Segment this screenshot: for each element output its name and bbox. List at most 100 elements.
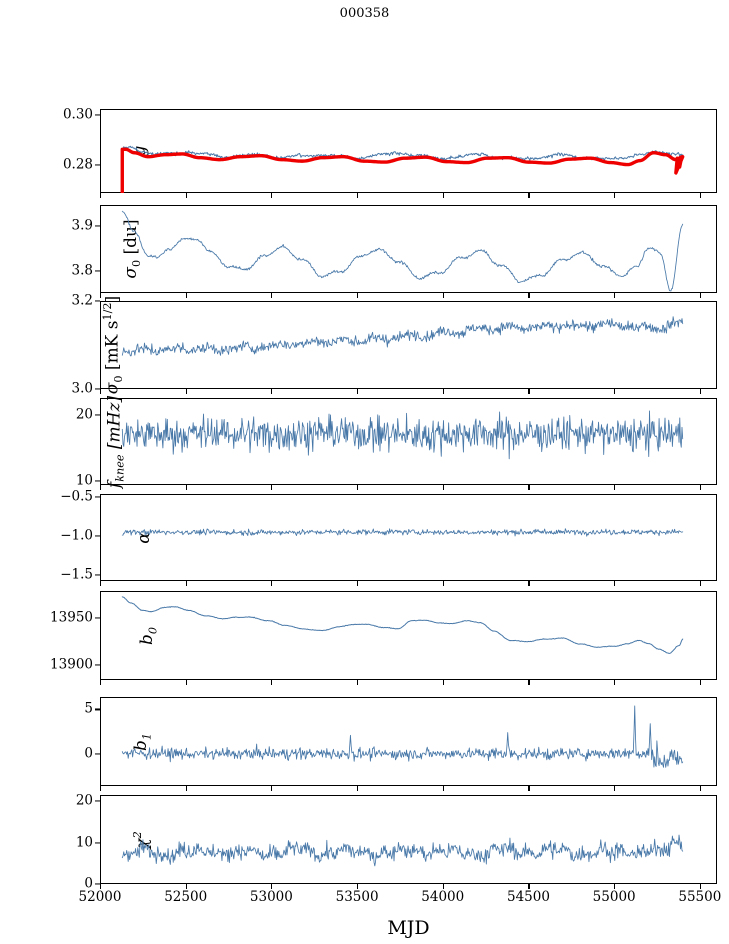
data-trace (121, 705, 684, 768)
x-tick-mark (357, 680, 359, 685)
trace-svg-b1 (121, 705, 684, 768)
x-tick-mark (185, 786, 187, 791)
x-tick-mark (271, 884, 273, 889)
x-tick-mark (528, 581, 530, 586)
subplot-frame (100, 109, 717, 193)
x-tick-mark (357, 786, 359, 791)
y-tick-mark (95, 388, 100, 390)
y-tick-mark (95, 535, 100, 537)
data-trace (120, 147, 685, 193)
subplot-frame (100, 697, 717, 786)
trace-svg-sigma0-mK (121, 316, 684, 357)
x-tick-mark (614, 786, 616, 791)
x-tick-mark (699, 581, 701, 586)
x-tick-mark (185, 485, 187, 490)
y-tick-mark (95, 496, 100, 498)
subplot-b1: 5 0 b1 (84, 697, 717, 791)
subplot-frame (100, 591, 717, 680)
x-tick-mark (442, 485, 444, 490)
y-tick-mark (95, 480, 100, 482)
x-axis-label: MJD (387, 917, 430, 939)
y-tick-mark (95, 708, 100, 710)
y-tick-label: 13950 (50, 608, 93, 625)
x-tick-mark (100, 485, 102, 490)
y-tick-label: 10 (75, 472, 93, 489)
x-tick-mark (100, 389, 102, 394)
trace-svg-alpha (121, 528, 684, 537)
y-tick-label: 0 (84, 875, 93, 892)
y-tick-label: 3.2 (71, 292, 93, 309)
y-tick-label: 20 (75, 792, 93, 809)
subplot-sigma0-mK: 3.2 3.0 σ0 [mK s1/2] (72, 294, 717, 395)
y-tick-mark (95, 800, 100, 802)
x-tick-mark (357, 293, 359, 298)
y-tick-label: 20 (75, 406, 93, 423)
x-tick-mark (357, 485, 359, 490)
y-tick-mark (95, 664, 100, 666)
x-tick-label: 55000 (592, 889, 636, 905)
trace-svg-b0 (121, 596, 684, 654)
x-tick-mark (185, 193, 187, 198)
subplot-frame (100, 205, 717, 293)
y-tick-label: 0.30 (62, 106, 93, 123)
x-tick-mark (100, 884, 102, 889)
x-tick-mark (442, 581, 444, 586)
x-tick-mark (100, 680, 102, 685)
x-tick-mark (699, 389, 701, 394)
page-title: 000358 (339, 6, 390, 21)
x-tick-mark (271, 485, 273, 490)
y-tick-label: 3.0 (71, 380, 93, 397)
x-tick-label: 55500 (678, 889, 722, 905)
subplot-frame (100, 494, 717, 581)
subplot-sigma0-du: 3.9 3.8 σ0 [du] (72, 205, 717, 298)
y-tick-label: 0.28 (62, 155, 93, 172)
x-tick-mark (442, 884, 444, 889)
x-tick-mark (271, 581, 273, 586)
x-tick-mark (699, 680, 701, 685)
data-trace (121, 834, 684, 867)
y-tick-mark (95, 883, 100, 885)
x-tick-mark (100, 786, 102, 791)
trace-svg-f-knee (121, 410, 684, 460)
y-tick-mark (95, 114, 100, 116)
x-tick-mark (271, 786, 273, 791)
x-tick-mark (614, 680, 616, 685)
x-tick-mark (528, 389, 530, 394)
x-tick-mark (614, 293, 616, 298)
data-trace (121, 596, 684, 654)
x-tick-mark (528, 193, 530, 198)
x-tick-mark (528, 884, 530, 889)
x-tick-mark (528, 786, 530, 791)
x-tick-mark (357, 581, 359, 586)
x-tick-mark (528, 680, 530, 685)
x-tick-mark (442, 293, 444, 298)
data-trace (121, 410, 684, 460)
x-tick-label: 52500 (164, 889, 208, 905)
x-tick-mark (357, 193, 359, 198)
subplot-chi2: 20 10 0 52000 52500 53000 53500 54000 54500 55000… (76, 794, 722, 904)
x-tick-mark (442, 193, 444, 198)
subplot-alpha: −0.5 −1.0 −1.5 α (60, 490, 717, 586)
x-tick-mark (699, 884, 701, 889)
x-tick-label: 52000 (78, 889, 122, 905)
x-tick-mark (699, 485, 701, 490)
y-tick-label: −0.5 (60, 488, 93, 505)
x-tick-mark (100, 293, 102, 298)
trace-svg-sigma0-du (121, 210, 684, 292)
data-trace (121, 528, 684, 537)
x-tick-mark (614, 389, 616, 394)
x-tick-mark (699, 293, 701, 298)
x-tick-mark (528, 485, 530, 490)
x-tick-mark (271, 293, 273, 298)
x-tick-mark (100, 581, 102, 586)
y-tick-mark (95, 164, 100, 166)
x-tick-mark (271, 389, 273, 394)
x-tick-mark (185, 884, 187, 889)
subplot-b0: 13950 13900 b0 (50, 591, 717, 685)
subplot-f-knee: 20 10 fknee [mHz] (76, 395, 717, 490)
x-tick-mark (614, 193, 616, 198)
y-tick-mark (95, 224, 100, 227)
x-tick-mark (185, 389, 187, 394)
y-tick-mark (95, 842, 100, 844)
